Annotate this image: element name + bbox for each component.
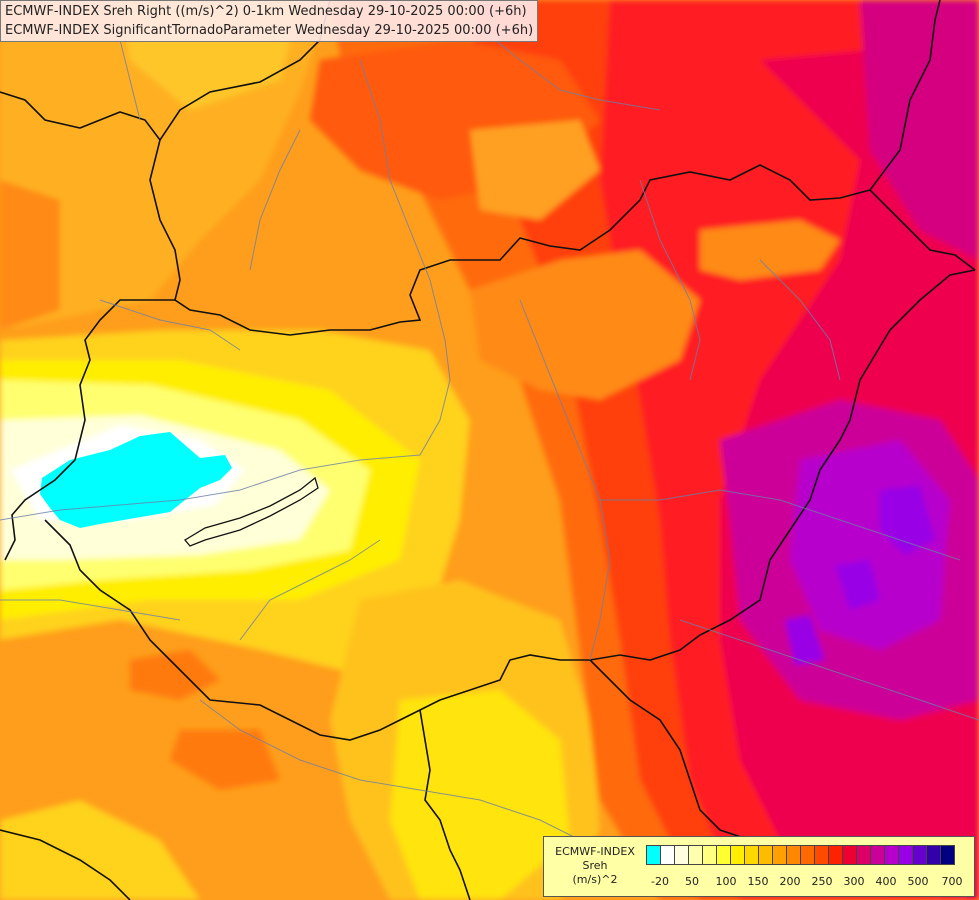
river-11 [99,299,241,351]
color-legend: ECMWF-INDEX Sreh (m/s)^2 -20 50 100 150 200 2… [543,836,975,897]
map-title-line-2: ECMWF-INDEX SignificantTornadoParameter … [5,23,534,38]
field-sw-orange-2 [170,730,280,790]
legend-swatch [870,845,885,865]
legend-tick-label: 150 [747,875,769,888]
legend-tick-label: -20 [651,875,669,888]
legend-swatch [940,845,955,865]
field-cyan [40,432,232,528]
legend-swatch [716,845,731,865]
legend-swatch [814,845,829,865]
field-sw-yellow [0,800,200,900]
field-orange-patch [700,220,840,280]
legend-swatch [786,845,801,865]
legend-title: ECMWF-INDEX Sreh (m/s)^2 [550,845,640,887]
legend-swatches [646,845,955,865]
legend-swatch [772,845,787,865]
legend-tick-label: 400 [875,875,897,888]
legend-tick-label: 500 [907,875,929,888]
field-south-yellow-core [390,690,570,900]
legend-title-1: ECMWF-INDEX [555,845,635,858]
lake-outline [184,476,319,547]
map-title-line-1: ECMWF-INDEX Sreh Right ((m/s)^2) 0-1km W… [5,4,527,19]
legend-tick-label: 50 [685,875,699,888]
legend-swatch [674,845,689,865]
map-title-box: ECMWF-INDEX Sreh Right ((m/s)^2) 0-1km W… [0,0,539,42]
legend-swatch [898,845,913,865]
river-7 [239,539,381,641]
river-9 [759,259,841,381]
legend-swatch [758,845,773,865]
legend-tick-label: 100 [715,875,737,888]
border-southwest [0,829,131,900]
border-northeast [869,0,941,191]
border-south-east [44,269,976,741]
river-1 [0,319,451,521]
legend-swatch [800,845,815,865]
legend-swatch [646,845,661,865]
field-central-orange [470,250,700,400]
border-north [149,139,976,336]
legend-swatch [842,845,857,865]
legend-tick-label: 250 [811,875,833,888]
field-north-orange-patch [470,120,600,220]
legend-swatch [884,845,899,865]
river-3 [519,299,611,661]
legend-swatch [856,845,871,865]
legend-swatch [828,845,843,865]
border-south [419,709,471,900]
legend-swatch [912,845,927,865]
legend-swatch [702,845,717,865]
legend-tick-label: 700 [941,875,963,888]
legend-unit: (m/s)^2 [572,873,618,886]
river-5 [679,619,979,721]
legend-swatch [926,845,941,865]
river-14 [249,129,301,271]
field-violet-3 [785,615,825,665]
river-8 [639,179,701,381]
legend-tick-label: 200 [779,875,801,888]
border-west [4,299,175,561]
river-2 [359,59,441,321]
legend-ticks: -20 50 100 150 200 250 300 400 500 700 [646,875,976,889]
river-10 [0,599,181,621]
legend-swatch [660,845,675,865]
legend-swatch [688,845,703,865]
field-west-dark [0,180,60,330]
legend-swatch [744,845,759,865]
field-ne-magenta [860,0,979,260]
field-violet-2 [835,560,880,610]
legend-swatch [730,845,745,865]
river-13 [119,39,141,121]
legend-tick-label: 300 [843,875,865,888]
legend-title-2: Sreh [582,859,608,872]
river-12 [469,19,661,111]
river-4 [600,489,961,561]
